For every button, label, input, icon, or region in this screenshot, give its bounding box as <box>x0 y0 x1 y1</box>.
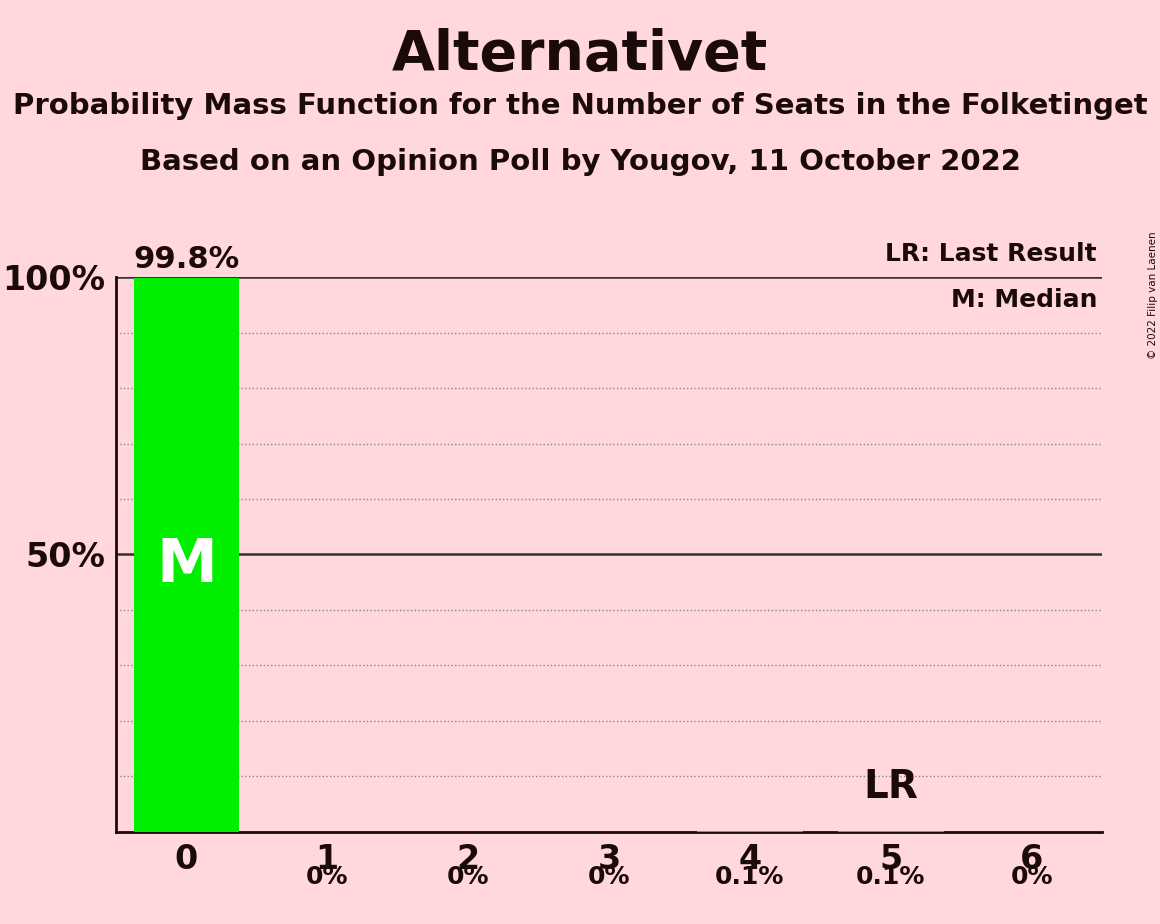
Text: 0.1%: 0.1% <box>716 865 784 889</box>
Text: 0%: 0% <box>1010 865 1053 889</box>
Text: M: Median: M: Median <box>950 288 1097 312</box>
Text: 99.8%: 99.8% <box>133 246 240 274</box>
Text: 0%: 0% <box>306 865 348 889</box>
Text: 0%: 0% <box>588 865 630 889</box>
Text: Probability Mass Function for the Number of Seats in the Folketinget: Probability Mass Function for the Number… <box>13 92 1147 120</box>
Bar <box>133 278 239 832</box>
Text: M: M <box>155 536 217 595</box>
Text: LR: Last Result: LR: Last Result <box>885 242 1097 266</box>
Text: 0%: 0% <box>447 865 490 889</box>
Text: LR: LR <box>863 768 919 807</box>
Text: Based on an Opinion Poll by Yougov, 11 October 2022: Based on an Opinion Poll by Yougov, 11 O… <box>139 148 1021 176</box>
Text: © 2022 Filip van Laenen: © 2022 Filip van Laenen <box>1147 231 1158 359</box>
Text: Alternativet: Alternativet <box>392 28 768 81</box>
Text: 0.1%: 0.1% <box>856 865 926 889</box>
